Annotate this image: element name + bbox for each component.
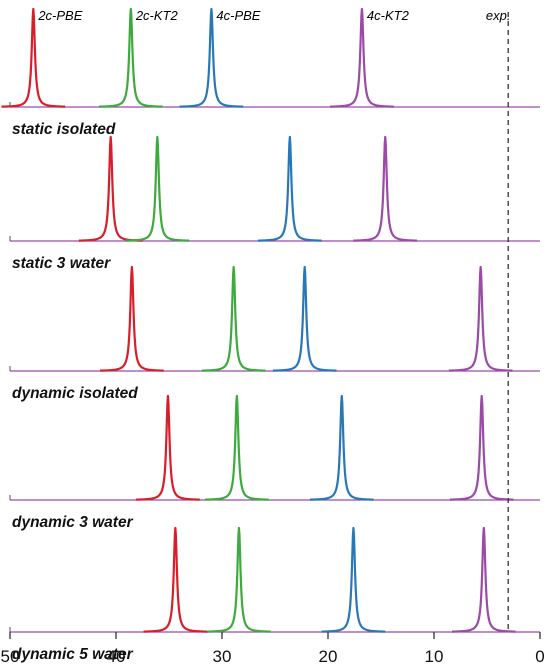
peak-2c-pbe <box>0 7 66 108</box>
peak-4c-pbe <box>321 526 386 633</box>
legend: 2c-PBE 2c-KT2 4c-PBE 4c-KT2 <box>37 8 409 23</box>
panels-group: static isolated static 3 water dynamic iso… <box>0 7 540 663</box>
panel-label: static 3 water <box>12 255 111 272</box>
peak-4c-pbe <box>179 7 244 108</box>
peak-4c-kt2 <box>451 526 517 633</box>
panel-4: dynamic 5 water <box>9 526 540 663</box>
panel-label: dynamic 5 water <box>12 646 134 663</box>
legend-label-2c-pbe: 2c-PBE <box>37 8 82 23</box>
panel-1: static 3 water <box>9 135 540 272</box>
peak-2c-pbe <box>142 526 208 633</box>
panel-label: dynamic isolated <box>12 385 138 402</box>
peak-2c-kt2 <box>204 394 270 501</box>
panel-3: dynamic 3 water <box>9 394 540 531</box>
x-tick-label: 40 <box>107 647 126 666</box>
legend-label-4c-pbe: 4c-PBE <box>216 8 260 23</box>
peak-2c-kt2 <box>206 526 272 633</box>
x-tick-label: 0 <box>535 647 544 666</box>
peak-4c-pbe <box>272 265 338 372</box>
panel-2: dynamic isolated <box>9 265 540 402</box>
peak-4c-kt2 <box>449 394 515 501</box>
peak-2c-kt2 <box>124 135 190 242</box>
peak-2c-kt2 <box>98 7 164 108</box>
panel-label: dynamic 3 water <box>12 514 134 531</box>
x-tick-label: 10 <box>425 647 444 666</box>
legend-label-2c-kt2: 2c-KT2 <box>135 8 179 23</box>
peak-4c-kt2 <box>329 7 395 108</box>
x-tick-label: 20 <box>319 647 338 666</box>
peak-2c-pbe <box>135 394 201 501</box>
panel-label: static isolated <box>12 121 116 138</box>
peak-2c-pbe <box>78 135 144 242</box>
peak-4c-kt2 <box>448 265 514 372</box>
peak-4c-kt2 <box>352 135 418 242</box>
peak-4c-pbe <box>309 394 375 501</box>
x-tick-label: 30 <box>213 647 232 666</box>
panel-0: static isolated <box>0 7 540 138</box>
peak-2c-kt2 <box>201 265 267 372</box>
peak-4c-pbe <box>257 135 323 242</box>
x-tick-label: 50 <box>1 647 20 666</box>
x-axis: 50 40 30 20 10 0 <box>1 632 545 666</box>
legend-label-4c-kt2: 4c-KT2 <box>367 8 410 23</box>
experimental-reference-label: exp. <box>486 8 511 23</box>
peak-2c-pbe <box>99 265 165 372</box>
